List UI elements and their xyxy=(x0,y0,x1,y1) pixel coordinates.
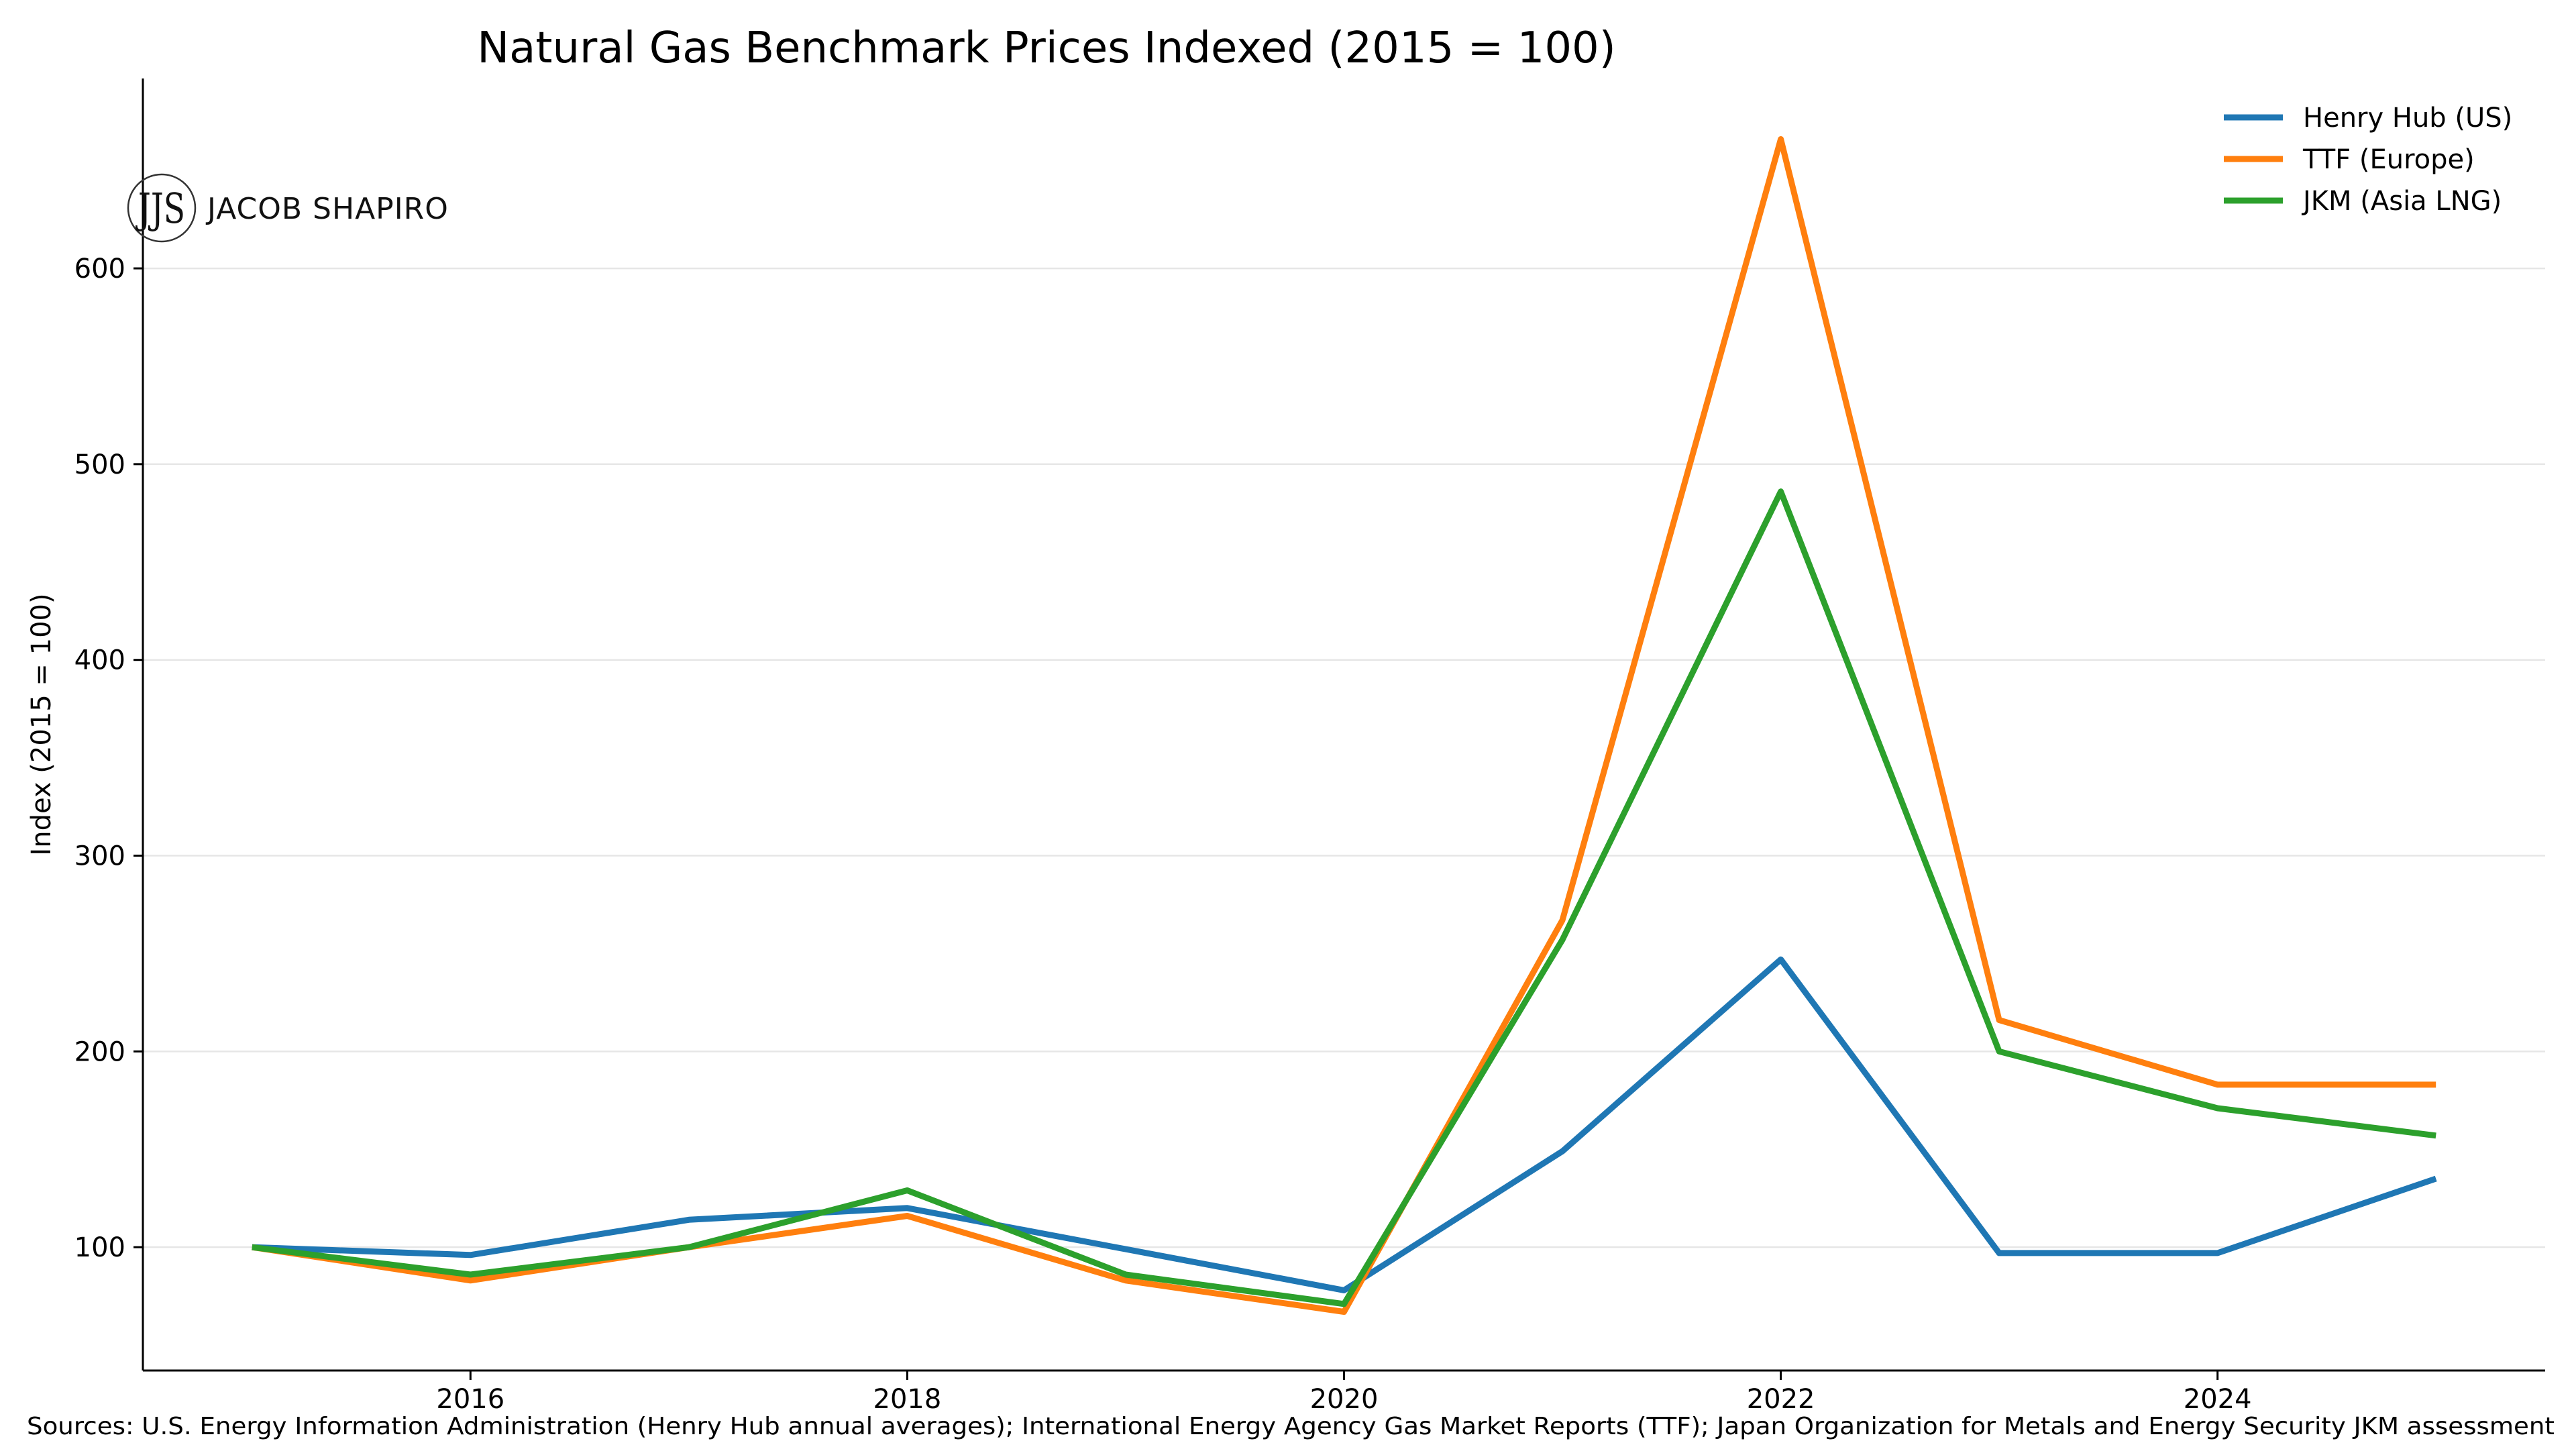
y-tick-label-400: 400 xyxy=(74,645,125,676)
series-line-jkm-asia-lng xyxy=(252,488,2436,1307)
logo-wordmark: JACOB SHAPIRO xyxy=(205,192,449,226)
x-tick-label-2018: 2018 xyxy=(873,1384,942,1415)
x-tick-label-2016: 2016 xyxy=(436,1384,504,1415)
chart-title: Natural Gas Benchmark Prices Indexed (20… xyxy=(477,23,1615,73)
y-tick-label-600: 600 xyxy=(74,254,125,284)
legend: Henry Hub (US) TTF (Europe) JKM (Asia LNG) xyxy=(2224,103,2512,217)
y-tick-label-500: 500 xyxy=(74,449,125,480)
y-tick-label-100: 100 xyxy=(74,1232,125,1263)
series-line-henry-hub-us xyxy=(252,956,2437,1293)
logo: JJS JACOB SHAPIRO xyxy=(127,173,449,243)
legend-label-henry-hub-us: Henry Hub (US) xyxy=(2303,103,2512,133)
y-tick-label-200: 200 xyxy=(74,1036,125,1067)
series-lines xyxy=(252,136,2437,1315)
y-axis-ticks: 100 200 300 400 500 600 xyxy=(74,254,143,1263)
y-tick-label-300: 300 xyxy=(74,841,125,872)
logo-circle-icon xyxy=(127,173,197,243)
x-tick-label-2022: 2022 xyxy=(1747,1384,1815,1415)
logo-monogram: JJS xyxy=(135,184,185,233)
x-tick-label-2024: 2024 xyxy=(2184,1384,2252,1415)
gridlines xyxy=(143,267,2545,1248)
source-note: Sources: U.S. Energy Information Adminis… xyxy=(27,1413,2555,1440)
x-tick-label-2020: 2020 xyxy=(1310,1384,1379,1415)
legend-label-jkm-asia-lng: JKM (Asia LNG) xyxy=(2301,186,2502,217)
y-axis-label: Index (2015 = 100) xyxy=(26,593,57,855)
legend-label-ttf-europe: TTF (Europe) xyxy=(2302,144,2475,175)
x-axis-ticks: 2016 2018 2020 2022 2024 xyxy=(436,1371,2252,1415)
